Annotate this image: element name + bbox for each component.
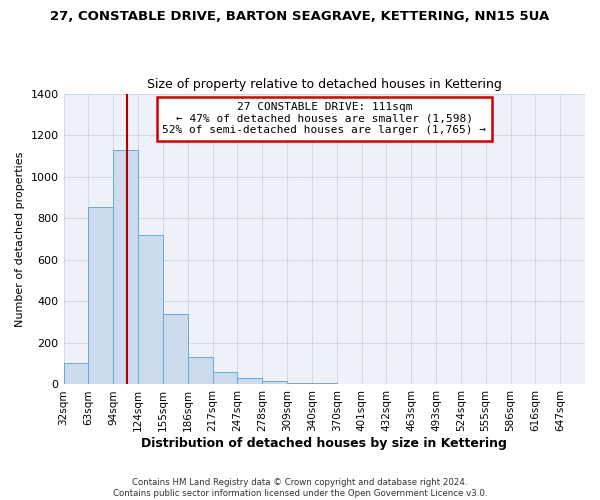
Text: 27, CONSTABLE DRIVE, BARTON SEAGRAVE, KETTERING, NN15 5UA: 27, CONSTABLE DRIVE, BARTON SEAGRAVE, KE… (50, 10, 550, 23)
Bar (212, 372, 238, 384)
Title: Size of property relative to detached houses in Kettering: Size of property relative to detached ho… (147, 78, 502, 91)
Bar (88, 207, 113, 384)
X-axis label: Distribution of detached houses by size in Kettering: Distribution of detached houses by size … (142, 437, 507, 450)
Y-axis label: Number of detached properties: Number of detached properties (15, 152, 25, 326)
Bar (138, 235, 163, 384)
Bar (262, 380, 287, 384)
Text: Contains HM Land Registry data © Crown copyright and database right 2024.
Contai: Contains HM Land Registry data © Crown c… (113, 478, 487, 498)
Bar (163, 314, 188, 384)
Bar (238, 378, 262, 384)
Bar (64, 362, 88, 384)
Bar (188, 358, 212, 384)
Text: 27 CONSTABLE DRIVE: 111sqm
← 47% of detached houses are smaller (1,598)
52% of s: 27 CONSTABLE DRIVE: 111sqm ← 47% of deta… (162, 102, 486, 136)
Bar (113, 150, 138, 384)
